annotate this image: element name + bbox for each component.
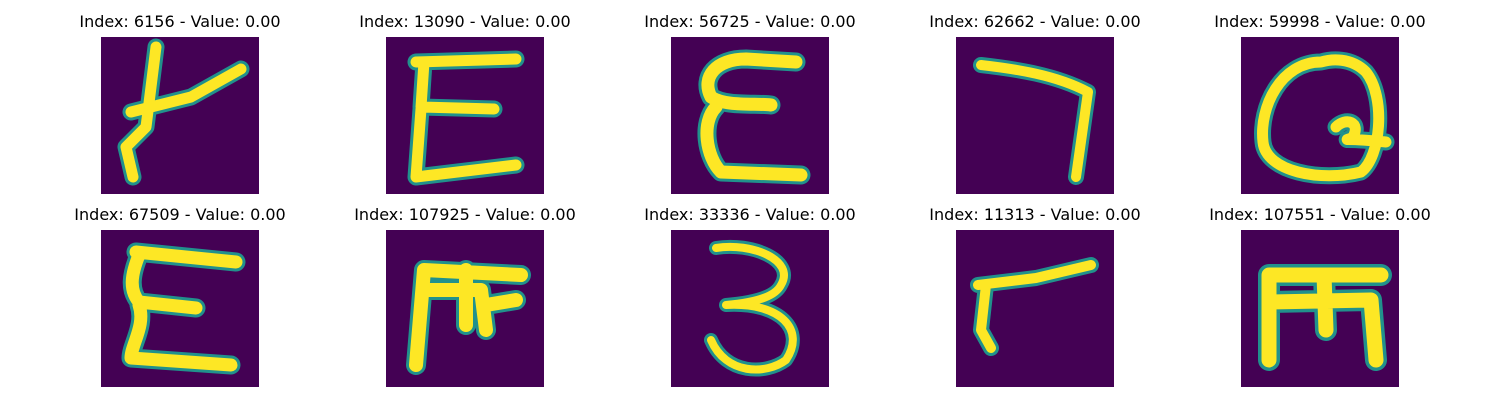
glyph-image <box>1241 230 1399 387</box>
panel-title: Index: 67509 - Value: 0.00 <box>74 205 286 224</box>
panel: Index: 13090 - Value: 0.00 <box>315 12 615 202</box>
panel-title: Index: 62662 - Value: 0.00 <box>929 12 1141 31</box>
panel-title: Index: 33336 - Value: 0.00 <box>644 205 856 224</box>
panel: Index: 56725 - Value: 0.00 <box>600 12 900 202</box>
panel-title: Index: 11313 - Value: 0.00 <box>929 205 1141 224</box>
glyph-image <box>386 37 544 194</box>
panel-title: Index: 59998 - Value: 0.00 <box>1214 12 1426 31</box>
panel: Index: 33336 - Value: 0.00 <box>600 205 900 395</box>
glyph-image <box>1241 37 1399 194</box>
panel: Index: 67509 - Value: 0.00 <box>30 205 330 395</box>
panel-title: Index: 6156 - Value: 0.00 <box>79 12 281 31</box>
panel: Index: 11313 - Value: 0.00 <box>885 205 1185 395</box>
panel: Index: 107925 - Value: 0.00 <box>315 205 615 395</box>
panel: Index: 107551 - Value: 0.00 <box>1170 205 1470 395</box>
panel-title: Index: 107925 - Value: 0.00 <box>354 205 576 224</box>
glyph-image <box>956 37 1114 194</box>
glyph-image <box>101 230 259 387</box>
glyph-image <box>671 230 829 387</box>
glyph-image <box>671 37 829 194</box>
panel-title: Index: 13090 - Value: 0.00 <box>359 12 571 31</box>
panel-title: Index: 56725 - Value: 0.00 <box>644 12 856 31</box>
glyph-image <box>956 230 1114 387</box>
glyph-image <box>101 37 259 194</box>
panel: Index: 59998 - Value: 0.00 <box>1170 12 1470 202</box>
panel: Index: 62662 - Value: 0.00 <box>885 12 1185 202</box>
glyph-image <box>386 230 544 387</box>
panel: Index: 6156 - Value: 0.00 <box>30 12 330 202</box>
panel-title: Index: 107551 - Value: 0.00 <box>1209 205 1431 224</box>
